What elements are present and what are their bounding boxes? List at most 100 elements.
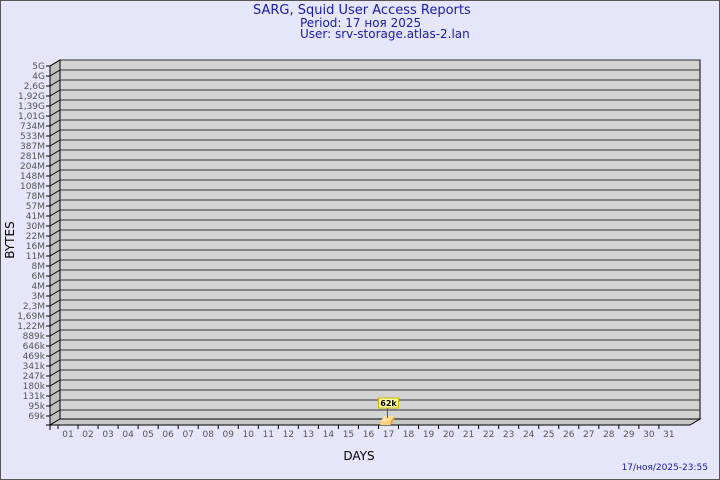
bar-value-label: 62k — [380, 399, 397, 408]
y-tick-diag — [49, 369, 61, 377]
y-tick-label: 16M — [26, 242, 45, 252]
x-tick-label: 24 — [523, 430, 535, 440]
y-tick-diag — [49, 139, 61, 147]
y-tick-label: 180k — [23, 382, 46, 392]
y-tick-diag — [49, 289, 61, 297]
y-tick-diag — [49, 79, 61, 87]
x-tick-label: 13 — [303, 430, 314, 440]
x-tick-label: 05 — [142, 430, 153, 440]
x-tick-label: 20 — [443, 430, 455, 440]
y-tick-diag — [49, 359, 61, 367]
x-tick-label: 06 — [162, 430, 174, 440]
y-tick-label: 281M — [20, 152, 45, 162]
y-tick-diag — [49, 329, 61, 337]
period-label: Period: 17 ноя 2025 — [300, 16, 422, 30]
y-tick-diag — [49, 209, 61, 217]
y-tick-label: 6M — [32, 272, 46, 282]
x-tick-label: 29 — [623, 430, 635, 440]
y-tick-label: 1,92G — [18, 92, 45, 102]
y-tick-label: 78M — [26, 192, 45, 202]
y-tick-diag — [49, 279, 61, 287]
x-tick-label: 17 — [383, 430, 394, 440]
y-tick-diag — [49, 339, 61, 347]
x-tick-label: 08 — [202, 430, 214, 440]
x-tick-label: 21 — [463, 430, 474, 440]
y-tick-label: 1,69M — [17, 312, 45, 322]
y-tick-label: 148M — [20, 172, 45, 182]
y-tick-label: 1,01G — [18, 112, 45, 122]
y-tick-label: 57M — [26, 202, 45, 212]
x-tick-label: 23 — [503, 430, 514, 440]
y-tick-label: 22M — [26, 232, 45, 242]
y-tick-diag — [49, 399, 61, 407]
y-tick-label: 387M — [20, 142, 45, 152]
y-tick-diag — [49, 269, 61, 277]
x-tick-label: 02 — [82, 430, 93, 440]
x-tick-label: 31 — [663, 430, 674, 440]
y-tick-label: 2,6G — [24, 82, 45, 92]
y-tick-label: 131k — [23, 392, 46, 402]
y-tick-diag — [49, 309, 61, 317]
chart-title: SARG, Squid User Access Reports — [253, 3, 471, 18]
y-tick-diag — [49, 379, 61, 387]
x-tick-label: 25 — [543, 430, 554, 440]
y-tick-label: 95k — [28, 402, 45, 412]
y-tick-diag — [49, 169, 61, 177]
y-tick-label: 4M — [32, 282, 46, 292]
y-tick-label: 3M — [32, 292, 46, 302]
x-tick-label: 26 — [563, 430, 575, 440]
y-tick-diag — [49, 69, 61, 77]
x-tick-label: 01 — [62, 430, 73, 440]
y-tick-diag — [49, 219, 61, 227]
y-tick-diag — [49, 179, 61, 187]
x-tick-label: 10 — [243, 430, 255, 440]
x-tick-label: 18 — [403, 430, 415, 440]
x-tick-label: 09 — [223, 430, 235, 440]
y-tick-diag — [49, 299, 61, 307]
y-tick-label: 30M — [26, 222, 45, 232]
y-tick-label: 734M — [20, 122, 45, 132]
x-tick-label: 28 — [603, 430, 615, 440]
y-tick-label: 8M — [32, 262, 46, 272]
x-tick-label: 11 — [263, 430, 274, 440]
bar-top — [380, 415, 395, 421]
y-tick-diag — [49, 319, 61, 327]
y-tick-diag — [49, 259, 61, 267]
y-tick-diag — [49, 99, 61, 107]
y-tick-label: 533M — [20, 132, 45, 142]
y-tick-label: 1,22M — [17, 322, 45, 332]
bar-side — [390, 415, 395, 425]
y-tick-diag — [49, 129, 61, 137]
plot-floor — [48, 418, 702, 426]
y-tick-diag — [49, 149, 61, 157]
y-tick-label: 341k — [23, 362, 46, 372]
data-label-box — [377, 397, 399, 409]
y-tick-label: 646k — [23, 342, 46, 352]
y-tick-diag — [49, 409, 61, 417]
y-tick-label: 41M — [26, 212, 45, 222]
y-tick-label: 1,39G — [18, 102, 45, 112]
x-tick-label: 12 — [283, 430, 294, 440]
x-tick-label: 04 — [122, 430, 134, 440]
y-tick-diag — [49, 109, 61, 117]
y-tick-diag — [49, 189, 61, 197]
y-tick-diag — [49, 249, 61, 257]
y-tick-diag — [49, 349, 61, 357]
y-tick-diag — [49, 59, 61, 67]
x-tick-label: 07 — [182, 430, 193, 440]
x-tick-label: 30 — [643, 430, 655, 440]
y-tick-diag — [49, 389, 61, 397]
y-tick-diag — [49, 119, 61, 127]
x-tick-label: 27 — [583, 430, 594, 440]
y-tick-label: 469k — [23, 352, 46, 362]
bar-front — [380, 420, 391, 425]
x-tick-label: 22 — [483, 430, 494, 440]
y-axis-label: BYTES — [3, 221, 17, 258]
y-tick-diag — [49, 229, 61, 237]
y-tick-diag — [49, 239, 61, 247]
x-tick-label: 19 — [423, 430, 435, 440]
x-tick-label: 15 — [343, 430, 354, 440]
y-tick-label: 204M — [20, 162, 45, 172]
y-tick-label: 2,3M — [23, 302, 45, 312]
